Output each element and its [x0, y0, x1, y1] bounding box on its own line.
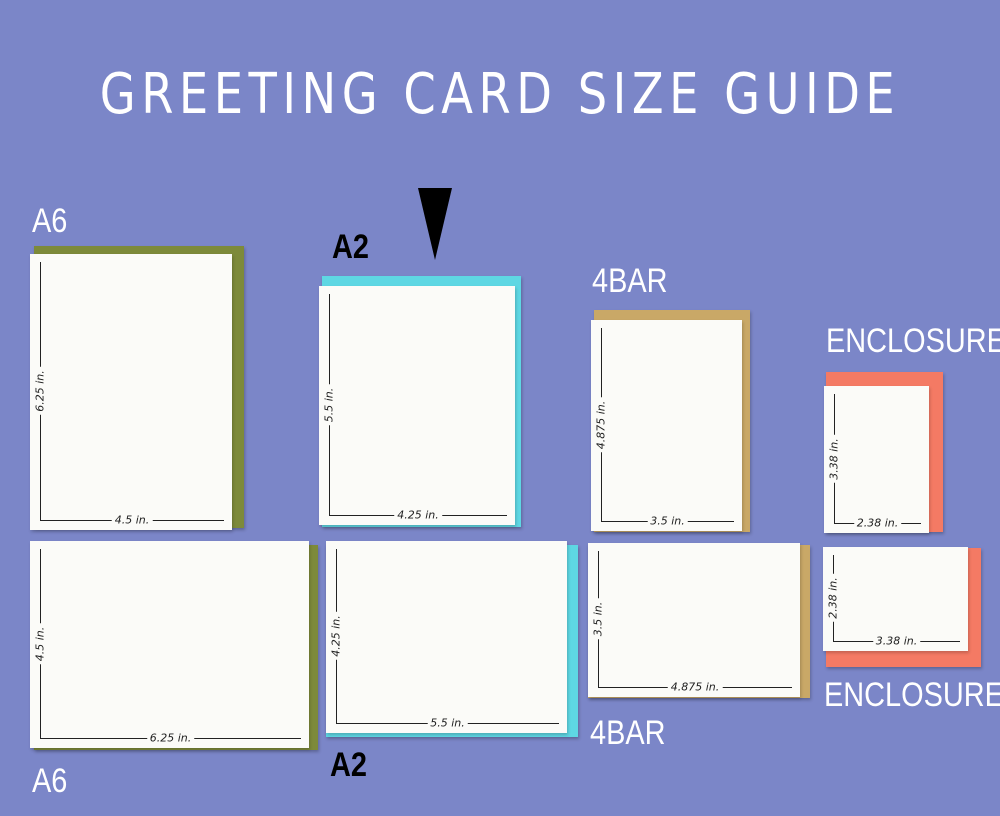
width-dimension-label: 4.875 in.: [667, 681, 723, 693]
width-dimension-label: 6.25 in.: [146, 732, 195, 744]
down-triangle-pointer-icon: [418, 188, 452, 260]
height-dimension-label: 4.5 in.: [34, 623, 47, 664]
width-dimension-label: 5.5 in.: [427, 717, 468, 729]
size-label: 4BAR: [592, 262, 668, 300]
size-label: A2: [332, 228, 369, 266]
card: [319, 286, 515, 525]
height-dimension-label: 4.25 in.: [330, 612, 343, 660]
size-label: A6: [32, 202, 68, 240]
size-label: A6: [32, 762, 68, 800]
size-label: A2: [330, 746, 367, 784]
width-dimension-label: 4.5 in.: [111, 514, 153, 526]
card: [30, 254, 232, 530]
height-dimension-label: 3.5 in.: [592, 598, 605, 640]
card: [588, 543, 800, 697]
card: [823, 547, 968, 651]
size-label: 4BAR: [590, 714, 666, 752]
page-title: GREETING CARD SIZE GUIDE: [99, 62, 901, 127]
card: [591, 320, 742, 531]
size-label: ENCLOSURE: [826, 322, 1000, 360]
width-dimension-label: 3.5 in.: [647, 515, 688, 527]
width-dimension-label: 2.38 in.: [853, 517, 902, 529]
height-dimension-label: 2.38 in.: [827, 574, 840, 622]
height-dimension-label: 4.875 in.: [595, 397, 608, 452]
height-dimension-label: 3.38 in.: [828, 434, 841, 483]
height-dimension-label: 6.25 in.: [34, 367, 47, 415]
card: [824, 386, 929, 533]
width-dimension-label: 3.38 in.: [872, 635, 921, 647]
card: [326, 541, 567, 733]
size-label: ENCLOSURE: [824, 676, 1000, 714]
height-dimension-label: 5.5 in.: [323, 384, 336, 425]
card: [30, 541, 309, 748]
width-dimension-label: 4.25 in.: [394, 509, 442, 521]
